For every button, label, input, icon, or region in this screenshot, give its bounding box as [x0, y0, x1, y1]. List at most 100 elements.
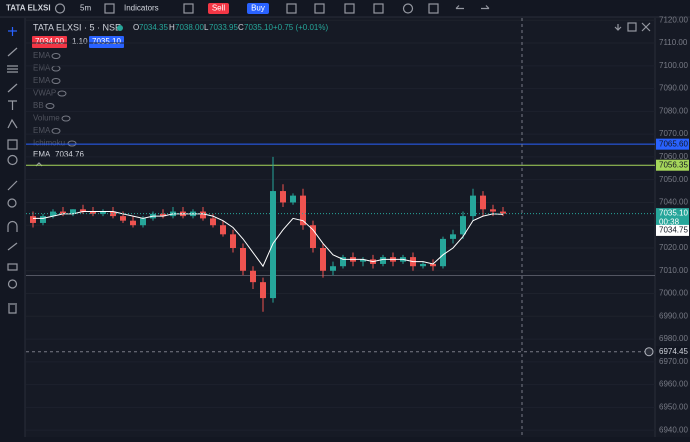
candle-body	[470, 195, 476, 217]
price-label: 7035.10	[659, 209, 688, 218]
candle-body	[430, 263, 436, 267]
chart-type[interactable]	[104, 3, 115, 14]
candle-body	[330, 266, 336, 271]
basket[interactable]	[344, 3, 355, 14]
candle-body	[480, 195, 486, 210]
high-value: 7038.00	[175, 23, 204, 32]
visibility-toggle[interactable]	[45, 103, 55, 109]
symbol[interactable]: TATA ELXSI	[6, 4, 51, 13]
add-alert[interactable]	[644, 347, 654, 357]
indicator-list: EMA EMA EMA VWAP BB Volume EMA Ichimoku	[33, 51, 77, 148]
undo[interactable]	[455, 5, 464, 10]
candle-body	[160, 213, 166, 217]
visibility-toggle[interactable]	[57, 90, 67, 97]
sell-label[interactable]: Sell	[212, 4, 226, 13]
buy-price[interactable]: 7035.10	[92, 37, 121, 46]
visibility-toggle[interactable]	[67, 140, 77, 147]
y-tick-label: 7000.00	[659, 289, 688, 298]
market-status	[117, 25, 123, 31]
left-toolbar	[0, 18, 25, 437]
candle-body	[420, 263, 426, 267]
candle-body	[90, 211, 96, 214]
y-tick-label: 7010.00	[659, 266, 688, 275]
candle-body	[340, 257, 346, 267]
candle-body	[30, 216, 36, 223]
settings[interactable]	[402, 3, 414, 14]
add-symbol[interactable]	[54, 3, 66, 14]
legend-title: TATA ELXSI · 5 · NSE	[33, 22, 121, 32]
y-tick-label: 7080.00	[659, 106, 688, 115]
candle-body	[290, 195, 296, 203]
alert[interactable]	[286, 3, 297, 14]
indicator-name: EMA	[33, 64, 51, 73]
y-tick-label: 6980.00	[659, 334, 688, 343]
low-value: 7033.95	[209, 23, 238, 32]
close-pane[interactable]	[641, 22, 651, 32]
candle-body	[360, 259, 366, 262]
indicator-name: EMA	[33, 51, 51, 60]
price-label-box	[656, 138, 689, 150]
candle-body	[210, 218, 216, 226]
candle-body	[450, 234, 456, 239]
spread: 1.10	[72, 37, 88, 46]
y-tick-label: 6990.00	[659, 311, 688, 320]
candle-body	[500, 211, 506, 214]
sell-price[interactable]: 7034.00	[35, 37, 64, 46]
buy-price-box[interactable]	[89, 36, 124, 48]
y-tick-label: 6970.00	[659, 357, 688, 366]
close-label: C	[238, 23, 244, 32]
visibility-toggle[interactable]	[51, 128, 61, 134]
sell-price-box[interactable]	[32, 36, 67, 48]
high-label: H	[169, 23, 175, 32]
candle-body	[260, 282, 266, 299]
y-tick-label: 7040.00	[659, 198, 688, 207]
y-tick-label: 7070.00	[659, 129, 688, 138]
export[interactable]	[373, 3, 384, 14]
candle-body	[70, 209, 76, 214]
price-label: 7065.60	[659, 139, 688, 148]
candle-body	[130, 220, 136, 226]
candle-body	[40, 216, 46, 223]
sell-button[interactable]	[208, 3, 229, 14]
ema-legend-name: EMA	[33, 150, 51, 159]
candle-body	[380, 257, 386, 264]
indicator-name: EMA	[33, 126, 51, 135]
price-label-box	[656, 159, 689, 171]
visibility-toggle[interactable]	[61, 115, 71, 122]
countdown: 00:38	[659, 218, 680, 227]
drawing-tools[interactable]	[7, 27, 18, 314]
change-value: +0.75 (+0.01%)	[273, 23, 328, 32]
visibility-toggle[interactable]	[51, 53, 61, 59]
candle-body	[100, 211, 106, 214]
y-tick-label: 7110.00	[659, 38, 688, 47]
candle-body	[460, 216, 466, 235]
price-label-box	[656, 208, 689, 229]
templates[interactable]	[183, 3, 194, 14]
interval[interactable]: 5m	[80, 4, 91, 13]
layout[interactable]	[428, 3, 439, 14]
price-label: 7034.75	[659, 226, 688, 235]
candle-body	[60, 211, 66, 214]
indicator-name: Volume	[33, 114, 60, 123]
redo[interactable]	[481, 5, 490, 10]
ema-line	[33, 211, 504, 268]
candle-body	[240, 247, 246, 271]
close-value: 7035.10	[244, 23, 273, 32]
scroll-down[interactable]	[614, 24, 622, 31]
candle-body	[80, 209, 86, 212]
buy-label[interactable]: Buy	[251, 4, 265, 13]
buy-button[interactable]	[247, 3, 269, 14]
replay[interactable]	[314, 3, 325, 14]
y-tick-label: 7090.00	[659, 84, 688, 93]
visibility-toggle[interactable]	[51, 78, 61, 84]
indicator-name: BB	[33, 101, 44, 110]
open-label: O	[133, 23, 139, 32]
indicator-name: Ichimoku	[33, 139, 65, 148]
candle-body	[120, 216, 126, 221]
y-tick-label: 6940.00	[659, 425, 688, 434]
maximize[interactable]	[627, 22, 637, 32]
indicators-button[interactable]: Indicators	[124, 4, 159, 13]
candle-body	[300, 195, 306, 226]
